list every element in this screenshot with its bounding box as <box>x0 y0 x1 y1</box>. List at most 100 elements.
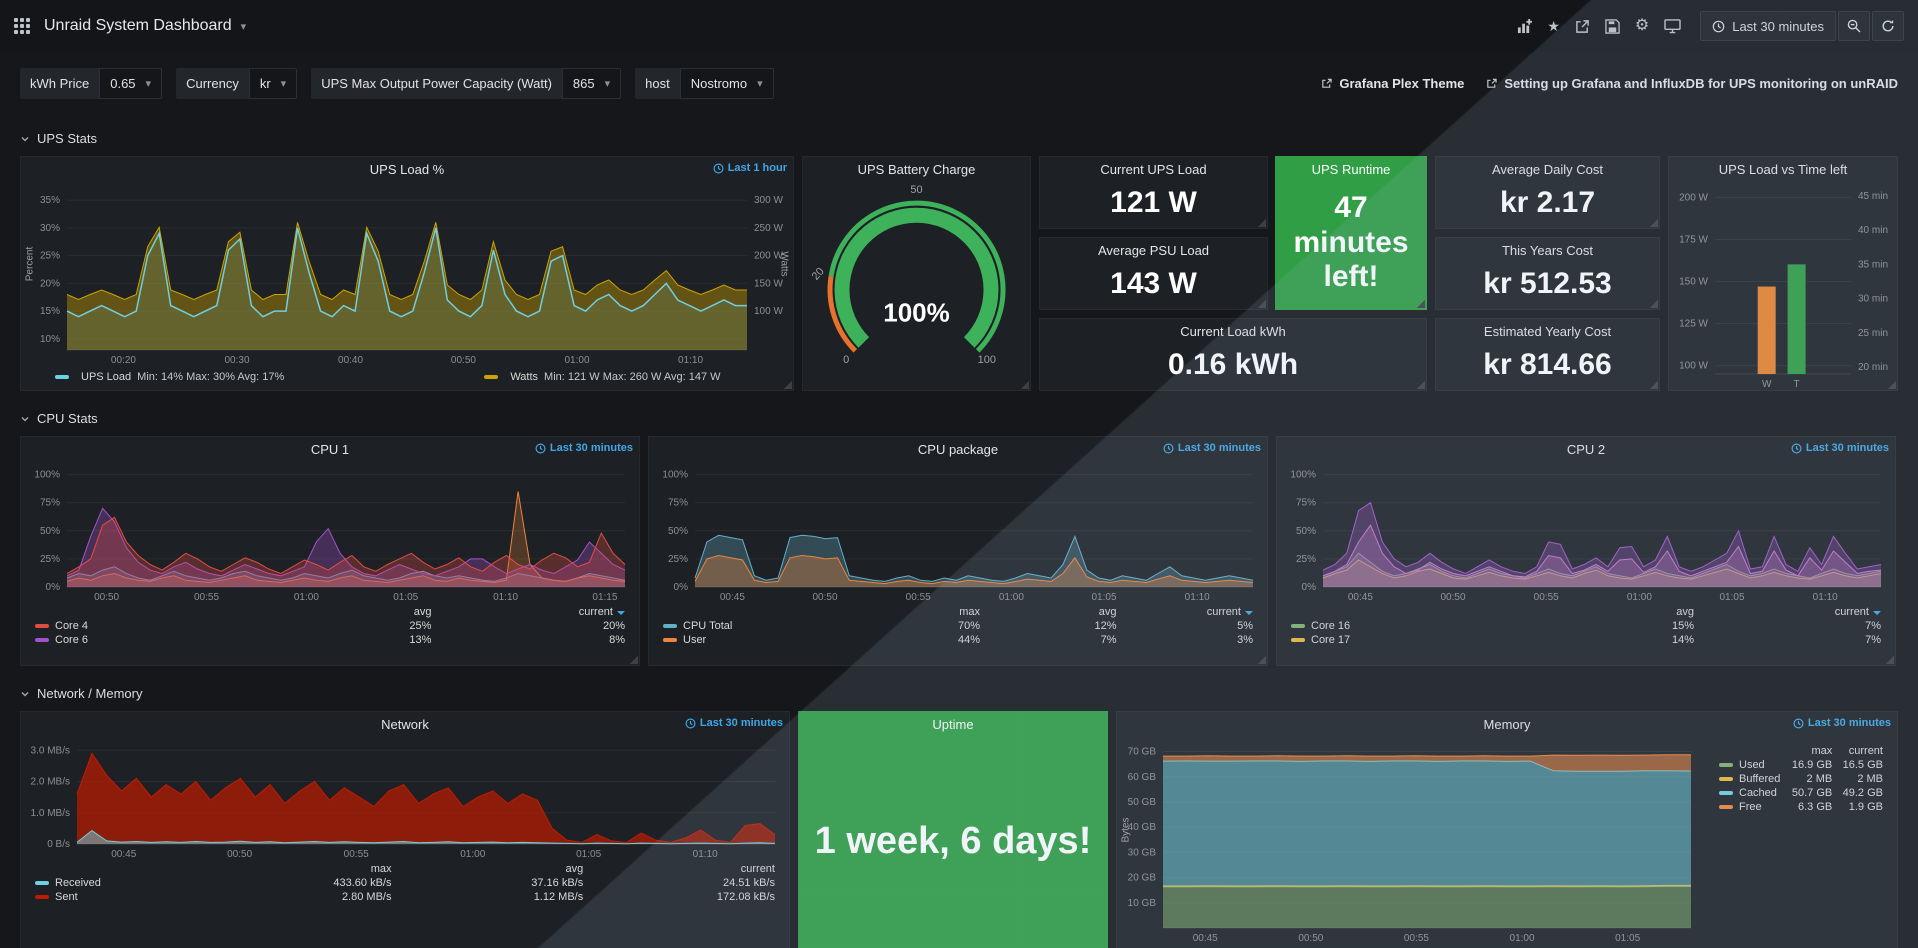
panel-title[interactable]: UPS Battery Charge <box>857 161 976 177</box>
cpu1-chart[interactable]: 0% 25% 50% 75% 100% 00:50 00:55 01:00 01:05 01:10… <box>21 461 639 603</box>
legend-series-name[interactable]: Cached <box>1715 786 1785 800</box>
panel-title[interactable]: Network <box>381 716 429 732</box>
dashboard-title-dropdown[interactable]: Unraid System Dashboard ▾ <box>44 17 246 35</box>
network-chart[interactable]: 0 B/s 1.0 MB/s 2.0 MB/s 3.0 MB/s 00:45 00:50 0… <box>21 736 789 860</box>
legend-value: 25% <box>409 620 432 632</box>
legend-column-header[interactable]: current <box>1698 605 1885 619</box>
legend-series-name[interactable]: User <box>659 633 847 647</box>
legend-value: 14% <box>1672 634 1695 646</box>
cpu2-legend: avg current Core 16 15% 7% Core 17 14% 7% <box>1277 603 1895 653</box>
panel-resize-handle[interactable] <box>1020 380 1029 389</box>
panel-title[interactable]: CPU package <box>917 441 999 457</box>
panel-resize-handle[interactable] <box>1257 299 1266 308</box>
panel-resize-handle[interactable] <box>1885 655 1894 664</box>
legend-table: max avg current CPU Total 70% 12% 5% User 44% 7% 3… <box>659 605 1257 647</box>
section-cpu-stats[interactable]: CPU Stats <box>20 411 1898 426</box>
panel-title[interactable]: UPS Load vs Time left <box>1718 161 1848 177</box>
legend-series-name[interactable]: Watts <box>510 371 539 383</box>
link-ups-monitoring-guide[interactable]: Setting up Grafana and InfluxDB for UPS … <box>1486 76 1898 91</box>
variable-value-dropdown[interactable]: 0.65 ▾ <box>99 68 163 99</box>
legend-series-name[interactable]: Sent <box>31 890 204 904</box>
panel-title[interactable]: Average Daily Cost <box>1491 161 1604 177</box>
star-icon[interactable]: ★ <box>1547 18 1560 34</box>
zoom-out-button[interactable] <box>1838 11 1870 41</box>
legend-column-header[interactable]: current <box>435 605 629 619</box>
panel-estimated-yearly-cost: Estimated Yearly Cost kr 814.66 <box>1435 318 1660 391</box>
time-range-label: Last 30 minutes <box>1732 18 1824 34</box>
panel-title[interactable]: Uptime <box>932 716 974 732</box>
apps-grid-icon[interactable] <box>14 18 30 34</box>
variable-value-dropdown[interactable]: Nostromo ▾ <box>679 68 774 99</box>
legend-series-name[interactable]: Core 4 <box>31 619 242 633</box>
variable-value: Nostromo <box>690 76 748 91</box>
legend-column-header[interactable]: max <box>1811 745 1833 757</box>
time-range-picker[interactable]: Last 30 minutes <box>1700 11 1836 41</box>
panel-title[interactable]: Current UPS Load <box>1100 161 1207 177</box>
panel-resize-handle[interactable] <box>1649 299 1658 308</box>
legend-column-header[interactable]: max <box>370 863 392 875</box>
variable-value-dropdown[interactable]: kr ▾ <box>248 68 298 99</box>
legend-series-name[interactable]: UPS Load <box>81 371 132 383</box>
panel-title[interactable]: UPS Runtime <box>1311 161 1391 177</box>
variable-kwh-price: kWh Price 0.65 ▾ <box>20 68 163 99</box>
panel-time-range: Last 30 minutes <box>535 442 633 454</box>
ups-load-vs-time-chart[interactable]: 100 W 125 W 150 W 175 W 200 W 20 min 25 min 30 … <box>1669 181 1897 390</box>
add-panel-icon[interactable] <box>1517 18 1533 34</box>
legend-series-name[interactable]: CPU Total <box>659 619 847 633</box>
section-ups-stats[interactable]: UPS Stats <box>20 131 1898 146</box>
panel-resize-handle[interactable] <box>1416 380 1425 389</box>
gear-icon[interactable]: ⚙ <box>1634 17 1650 34</box>
panel-title[interactable]: CPU 2 <box>1566 441 1606 457</box>
legend-value: 12% <box>1094 620 1117 632</box>
graph-body: Percent Watts 10% 15% 20% 25% 30% 35% 100 W 150… <box>21 181 793 366</box>
link-grafana-plex-theme[interactable]: Grafana Plex Theme <box>1321 76 1464 91</box>
legend-column-header[interactable]: current <box>1120 605 1257 619</box>
legend-series-name[interactable]: Free <box>1715 800 1785 814</box>
panel-resize-handle[interactable] <box>1649 218 1658 227</box>
legend-column-header[interactable]: max <box>959 606 980 618</box>
cpu-package-chart[interactable]: 0% 25% 50% 75% 100% 00:45 00:50 00:55 01:00 01:05… <box>649 461 1267 603</box>
panel-resize-handle[interactable] <box>1416 299 1425 308</box>
svg-text:01:05: 01:05 <box>1091 592 1116 603</box>
cost-stat-column: Average Daily Cost kr 2.17 This Years Co… <box>1435 156 1660 391</box>
save-icon[interactable] <box>1605 18 1620 34</box>
share-icon[interactable] <box>1575 19 1590 34</box>
legend-series-name[interactable]: Core 6 <box>31 633 242 647</box>
legend-column-header[interactable]: avg <box>413 606 432 618</box>
section-title: Network / Memory <box>37 686 143 701</box>
panel-title[interactable]: Average PSU Load <box>1097 242 1210 258</box>
legend-column-header[interactable]: avg <box>1676 606 1695 618</box>
panel-title[interactable]: Current Load kWh <box>1180 323 1286 339</box>
panel-time-range-label: Last 30 minutes <box>699 717 783 729</box>
panel-resize-handle[interactable] <box>1887 380 1896 389</box>
cycle-view-monitor-icon[interactable] <box>1664 18 1681 34</box>
legend-series-name[interactable]: Received <box>31 876 204 890</box>
panel-resize-handle[interactable] <box>629 655 638 664</box>
legend-row: CPU Total 70% 12% 5% <box>659 619 1257 633</box>
panel-title[interactable]: CPU 1 <box>310 441 350 457</box>
legend-item: Watts Min: 121 W Max: 260 W Avg: 147 W <box>484 371 721 383</box>
panel-resize-handle[interactable] <box>1257 655 1266 664</box>
refresh-button[interactable] <box>1872 11 1904 41</box>
panel-title[interactable]: Memory <box>1483 716 1531 732</box>
cpu2-chart[interactable]: 0% 25% 50% 75% 100% 00:45 00:50 00:55 01:00 01:05… <box>1277 461 1895 603</box>
panel-title[interactable]: Estimated Yearly Cost <box>1483 323 1612 339</box>
panel-header: CPU package Last 30 minutes <box>649 437 1267 461</box>
panel-resize-handle[interactable] <box>783 380 792 389</box>
section-network-memory[interactable]: Network / Memory <box>20 686 1898 701</box>
panel-title[interactable]: This Years Cost <box>1501 242 1594 258</box>
panel-title[interactable]: UPS Load % <box>369 161 445 177</box>
panel-resize-handle[interactable] <box>1257 218 1266 227</box>
legend-series-name[interactable]: Buffered <box>1715 772 1785 786</box>
ups-load-chart[interactable]: 10% 15% 20% 25% 30% 35% 100 W 150 W 200 W 250 W 30… <box>21 181 793 366</box>
memory-chart[interactable]: 10 GB 20 GB 30 GB 40 GB 50 GB 60 GB 70 GB 00:45… <box>1117 736 1705 944</box>
legend-column-header[interactable]: current <box>1848 745 1883 757</box>
legend-series-name[interactable]: Core 16 <box>1287 619 1511 633</box>
legend-column-header[interactable]: avg <box>565 863 584 875</box>
legend-column-header[interactable]: avg <box>1098 606 1117 618</box>
legend-column-header[interactable]: current <box>740 863 775 875</box>
panel-resize-handle[interactable] <box>1649 380 1658 389</box>
variable-value-dropdown[interactable]: 865 ▾ <box>561 68 622 99</box>
legend-series-name[interactable]: Core 17 <box>1287 633 1511 647</box>
legend-series-name[interactable]: Used <box>1715 758 1785 772</box>
